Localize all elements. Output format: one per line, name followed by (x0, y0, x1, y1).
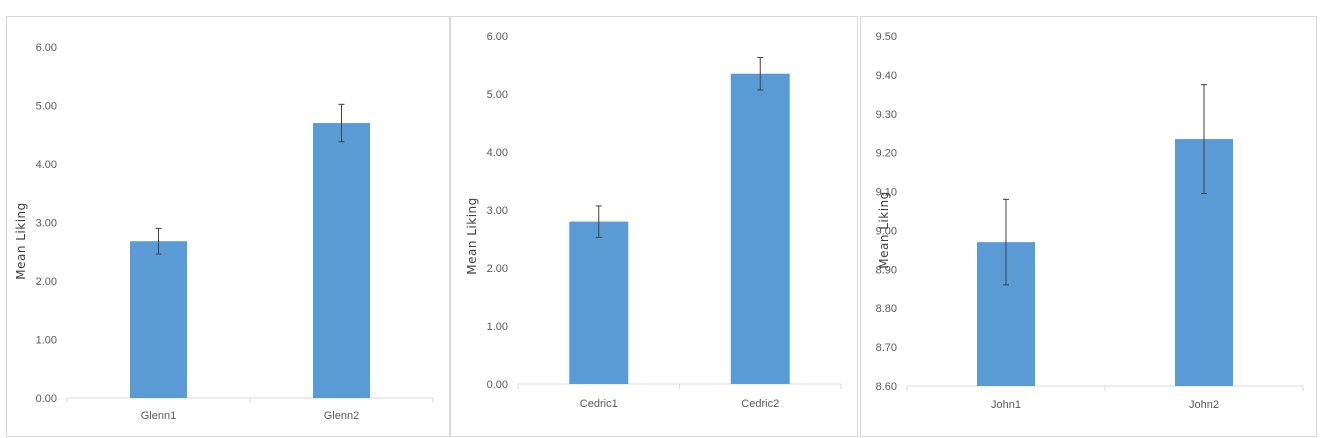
y-axis-title: Mean Liking (465, 197, 479, 275)
bar-glenn1 (130, 241, 187, 398)
y-tick-label: 6.00 (487, 31, 508, 43)
y-tick-label: 0.00 (487, 379, 508, 391)
y-axis-title: Mean Liking (877, 191, 891, 269)
category-label: Cedric1 (580, 398, 618, 410)
y-tick-label: 9.00 (876, 225, 897, 237)
bar-cedric1 (569, 221, 629, 384)
y-tick-label: 8.70 (876, 342, 897, 354)
category-label: Cedric2 (741, 398, 779, 410)
y-axis-title: Mean Liking (14, 202, 28, 280)
y-tick-label: 4.00 (487, 147, 508, 159)
y-tick-label: 8.90 (876, 264, 897, 276)
y-tick-label: 2.00 (487, 263, 508, 275)
chart-john: 8.60 8.70 8.80 8.90 9.00 9.10 9.20 9.30 9.40 9.50… (876, 31, 1304, 411)
y-tick-label: 8.60 (876, 381, 897, 393)
y-tick-label: 9.30 (876, 109, 897, 121)
y-tick-label: 8.80 (876, 303, 897, 315)
y-tick-label: 5.00 (36, 101, 57, 113)
bar-cedric2 (730, 73, 790, 384)
y-tick-label: 4.00 (36, 159, 57, 171)
y-tick-label: 0.00 (36, 393, 57, 405)
y-tick-label: 9.50 (876, 31, 897, 43)
chart-panel-john: 8.60 8.70 8.80 8.90 9.00 9.10 9.20 9.30 9.40 9.50… (860, 16, 1317, 437)
chart-cedric: 0.00 1.00 2.00 3.00 4.00 5.00 6.00 Cedric1 Cedri… (465, 31, 842, 410)
chart-panel-glenn: 0.00 1.00 2.00 3.00 4.00 5.00 6.00 Glenn1 Glenn2… (6, 16, 450, 437)
chart-panel-cedric: 0.00 1.00 2.00 3.00 4.00 5.00 6.00 Cedric1 Cedri… (450, 16, 858, 437)
y-tick-label: 3.00 (36, 218, 57, 230)
category-label: John1 (991, 399, 1021, 411)
chart-glenn: 0.00 1.00 2.00 3.00 4.00 5.00 6.00 Glenn1 Glenn2… (14, 42, 434, 422)
y-tick-label: 9.20 (876, 148, 897, 160)
y-tick-label: 9.10 (876, 187, 897, 199)
y-tick-label: 5.00 (487, 89, 508, 101)
y-tick-label: 1.00 (36, 335, 57, 347)
category-label: John2 (1189, 399, 1219, 411)
category-label: Glenn2 (324, 410, 359, 422)
y-tick-label: 2.00 (36, 276, 57, 288)
category-label: Glenn1 (141, 410, 176, 422)
y-tick-label: 1.00 (487, 321, 508, 333)
y-tick-label: 3.00 (487, 205, 508, 217)
y-tick-label: 6.00 (36, 42, 57, 54)
bar-glenn2 (313, 123, 370, 399)
y-tick-label: 9.40 (876, 70, 897, 82)
